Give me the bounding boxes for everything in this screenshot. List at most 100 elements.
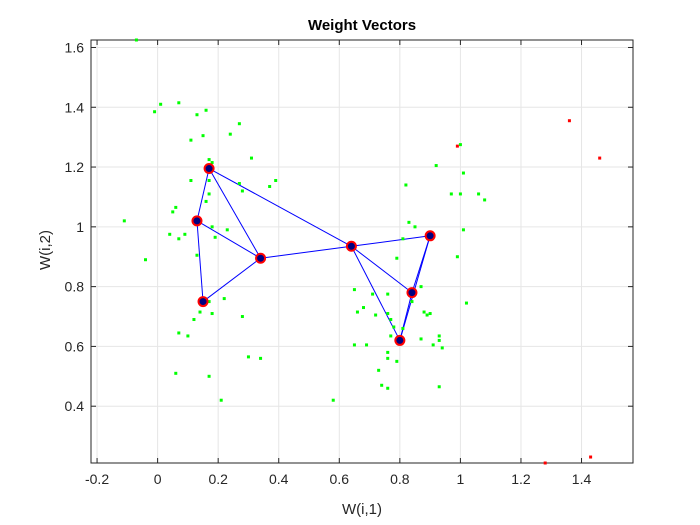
input-point-green: [392, 325, 396, 329]
input-point-green: [401, 326, 405, 330]
input-point-green: [192, 318, 196, 322]
y-tick-label: 0.8: [65, 279, 85, 295]
axes-frame: [90, 39, 634, 464]
input-point-green: [477, 192, 481, 196]
input-point-green: [240, 189, 244, 193]
input-point-green: [404, 183, 408, 187]
input-point-red: [455, 144, 459, 148]
input-point-green: [268, 184, 272, 188]
input-point-green: [365, 343, 369, 347]
y-tick-label: 1.6: [65, 39, 85, 55]
input-point-green: [207, 300, 211, 304]
input-point-green: [395, 256, 399, 260]
input-point-green: [352, 343, 356, 347]
network-edge: [196, 168, 210, 221]
input-point-green: [177, 331, 181, 335]
input-point-green: [455, 255, 459, 259]
input-point-green: [440, 346, 444, 350]
y-tick-label: 1.4: [65, 99, 85, 115]
input-point-green: [195, 113, 199, 117]
input-point-green: [461, 171, 465, 175]
input-point-green: [168, 232, 172, 236]
input-point-green: [228, 132, 232, 136]
input-point-green: [437, 334, 441, 338]
input-point-green: [410, 300, 414, 304]
input-point-green: [355, 310, 359, 314]
neuron-marker: [406, 287, 418, 299]
input-point-green: [159, 102, 163, 106]
y-tick-label: 1.2: [65, 159, 85, 175]
input-point-green: [401, 237, 405, 241]
input-point-green: [198, 310, 202, 314]
x-tick-label: 0.6: [330, 471, 350, 487]
input-point-green: [134, 38, 138, 42]
neuron-marker: [255, 252, 267, 264]
network-edge: [196, 220, 204, 302]
input-point-green: [183, 232, 187, 236]
input-point-green: [207, 374, 211, 378]
y-tick-label: 0.6: [65, 338, 85, 354]
input-point-green: [449, 192, 453, 196]
input-point-green: [174, 371, 178, 375]
input-point-green: [437, 338, 441, 342]
axis-ticks: [91, 40, 633, 463]
x-tick-label: 0.2: [208, 471, 228, 487]
input-point-green: [210, 225, 214, 229]
network-edge: [399, 292, 413, 341]
x-axis-title: W(i,1): [342, 501, 382, 518]
input-point-green: [362, 306, 366, 310]
input-point-green: [213, 235, 217, 239]
input-point-green: [434, 164, 438, 168]
input-point-green: [122, 219, 126, 223]
input-point-green: [458, 192, 462, 196]
input-point-green: [222, 297, 226, 301]
network-edge: [208, 168, 352, 247]
input-point-green: [144, 258, 148, 262]
input-point-green: [380, 383, 384, 387]
input-point-green: [389, 334, 393, 338]
input-point-green: [186, 334, 190, 338]
input-point-green: [331, 398, 335, 402]
input-point-green: [419, 337, 423, 341]
input-point-green: [201, 134, 205, 138]
network-edge: [196, 220, 261, 259]
input-point-green: [407, 220, 411, 224]
chart-title: Weight Vectors: [308, 17, 416, 34]
input-point-green: [386, 292, 390, 296]
input-point-green: [419, 285, 423, 289]
input-point-green: [413, 225, 417, 229]
input-point-red: [567, 119, 571, 123]
input-point-green: [428, 312, 432, 316]
neuron-marker: [191, 215, 203, 227]
input-point-green: [210, 161, 214, 165]
input-point-green: [377, 368, 381, 372]
input-point-green: [207, 158, 211, 162]
input-point-green: [389, 318, 393, 322]
input-point-green: [464, 301, 468, 305]
input-point-green: [249, 156, 253, 160]
input-point-green: [395, 359, 399, 363]
input-point-green: [177, 237, 181, 241]
x-tick-label: 1: [457, 471, 465, 487]
y-tick-label: 0.4: [65, 398, 85, 414]
input-point-green: [371, 292, 375, 296]
input-point-red: [589, 455, 593, 459]
input-point-green: [240, 315, 244, 319]
network-edge: [351, 235, 431, 247]
input-point-green: [274, 179, 278, 183]
input-point-green: [189, 179, 193, 183]
input-point-green: [237, 181, 241, 185]
input-point-green: [461, 228, 465, 232]
neuron-marker: [394, 334, 406, 346]
x-tick-label: 1.4: [572, 471, 592, 487]
input-point-green: [195, 253, 199, 257]
grid-lines: [91, 40, 633, 463]
input-point-green: [259, 356, 263, 360]
x-tick-label: 0: [154, 471, 162, 487]
y-axis-title: W(i,2): [37, 230, 54, 270]
x-tick-label: 0.8: [390, 471, 410, 487]
input-point-green: [177, 101, 181, 105]
neuron-marker: [197, 296, 209, 308]
x-tick-label: -0.2: [85, 471, 109, 487]
